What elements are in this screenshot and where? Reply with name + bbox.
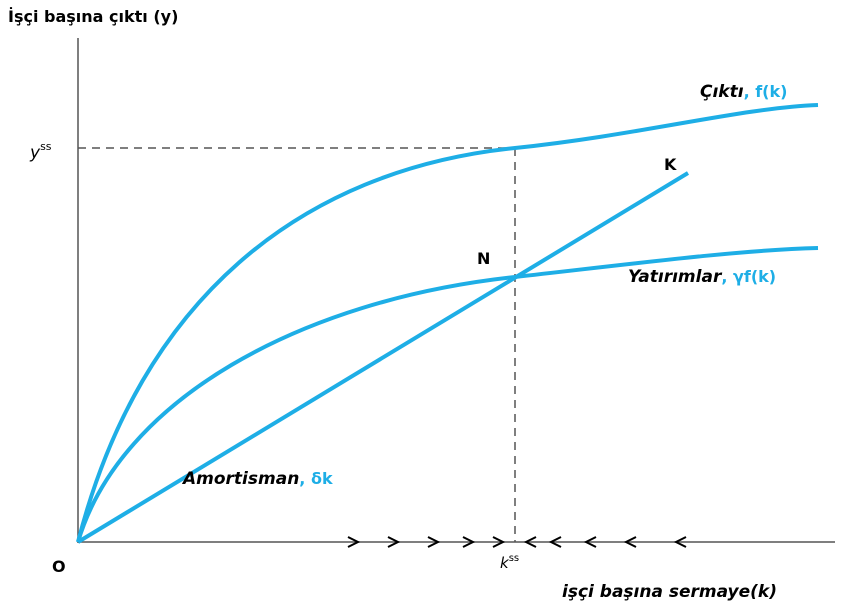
origin-label: O [52,557,66,576]
depreciation-line [76,171,690,544]
point-n: N [477,249,490,268]
y-axis-label: İşçi başına çıktı (y) [8,7,178,26]
investment-label: Yatırımlar, γf(k) [628,267,776,287]
x-axis-label: işçi başına sermaye(k) [562,582,777,602]
k-ss-sup: ss [509,553,519,564]
output-formula: , f(k) [744,82,788,101]
investment-name: Yatırımlar [628,267,723,287]
output-curve [76,103,819,543]
investment-curve [76,246,819,543]
y-ss-base: y [29,143,41,163]
y-ss-sup: ss [40,140,52,153]
depreciation-label: Amortisman, δk [181,469,333,489]
k-ss-label: kss [500,553,519,572]
investment-formula: , γf(k) [721,267,776,286]
convergence-arrows [347,536,687,548]
point-k: K [664,155,677,174]
output-name: Çıktı [700,82,744,102]
depreciation-formula: , δk [299,469,333,488]
x-label-suffix: (k) [750,582,777,602]
y-ss-label: yss [29,140,52,163]
x-label-text: işçi başına sermaye [562,582,750,602]
k-ss-base: k [500,554,510,572]
depreciation-name: Amortisman [181,469,299,489]
output-label: Çıktı, f(k) [700,82,787,102]
